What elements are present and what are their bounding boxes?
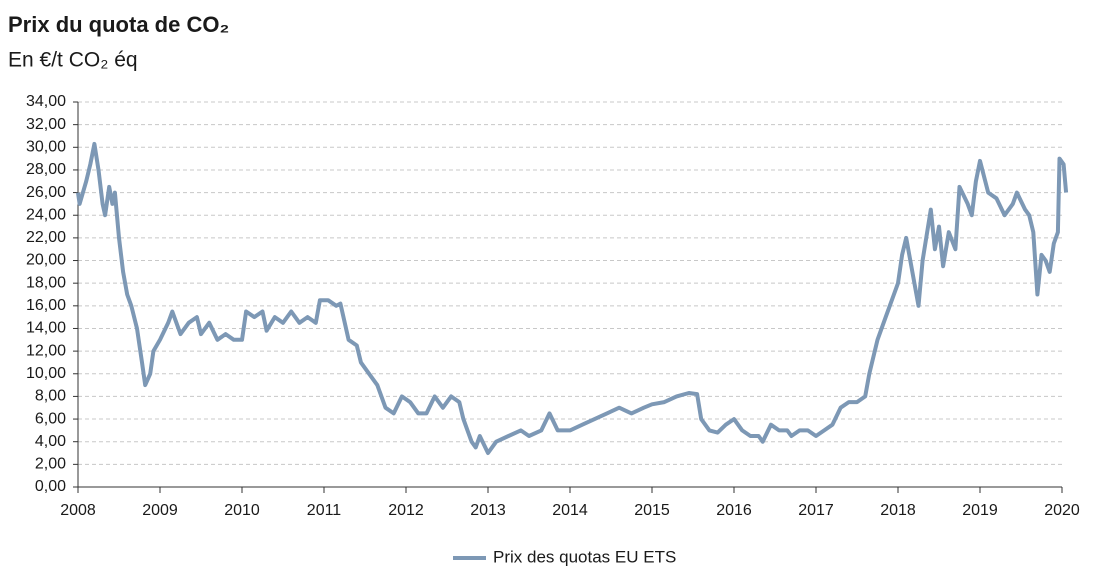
y-tick-label: 8,00 bbox=[35, 388, 66, 405]
y-tick-label: 4,00 bbox=[35, 433, 66, 450]
y-tick-label: 34,00 bbox=[26, 93, 66, 110]
y-tick-label: 32,00 bbox=[26, 116, 66, 133]
x-tick-label: 2019 bbox=[962, 502, 998, 519]
y-tick-label: 2,00 bbox=[35, 456, 66, 473]
y-tick-label: 16,00 bbox=[26, 297, 66, 314]
chart-subtitle: En €/t CO₂ éq bbox=[8, 49, 138, 72]
x-tick-label: 2012 bbox=[388, 502, 424, 519]
y-tick-label: 0,00 bbox=[35, 478, 66, 495]
x-tick-label: 2013 bbox=[470, 502, 506, 519]
y-tick-label: 6,00 bbox=[35, 410, 66, 427]
chart-title: Prix du quota de CO₂ bbox=[8, 12, 229, 37]
x-tick-label: 2015 bbox=[634, 502, 670, 519]
y-tick-label: 10,00 bbox=[26, 365, 66, 382]
y-tick-label: 22,00 bbox=[26, 229, 66, 246]
y-tick-label: 30,00 bbox=[26, 139, 66, 156]
x-tick-label: 2016 bbox=[716, 502, 752, 519]
y-tick-label: 26,00 bbox=[26, 184, 66, 201]
x-tick-label: 2017 bbox=[798, 502, 834, 519]
y-tick-label: 28,00 bbox=[26, 161, 66, 178]
x-tick-label: 2018 bbox=[880, 502, 916, 519]
x-tick-label: 2020 bbox=[1044, 502, 1080, 519]
x-tick-label: 2010 bbox=[224, 502, 260, 519]
y-tick-label: 24,00 bbox=[26, 206, 66, 223]
data-line bbox=[76, 141, 1069, 455]
x-tick-label: 2011 bbox=[307, 502, 342, 519]
x-tick-label: 2009 bbox=[142, 502, 178, 519]
y-tick-label: 20,00 bbox=[26, 252, 66, 269]
y-tick-label: 12,00 bbox=[26, 342, 66, 359]
y-tick-label: 18,00 bbox=[26, 274, 66, 291]
y-tick-label: 14,00 bbox=[26, 320, 66, 337]
x-tick-label: 2014 bbox=[552, 502, 588, 519]
legend-label: Prix des quotas EU ETS bbox=[493, 547, 676, 566]
x-tick-label: 2008 bbox=[60, 502, 96, 519]
